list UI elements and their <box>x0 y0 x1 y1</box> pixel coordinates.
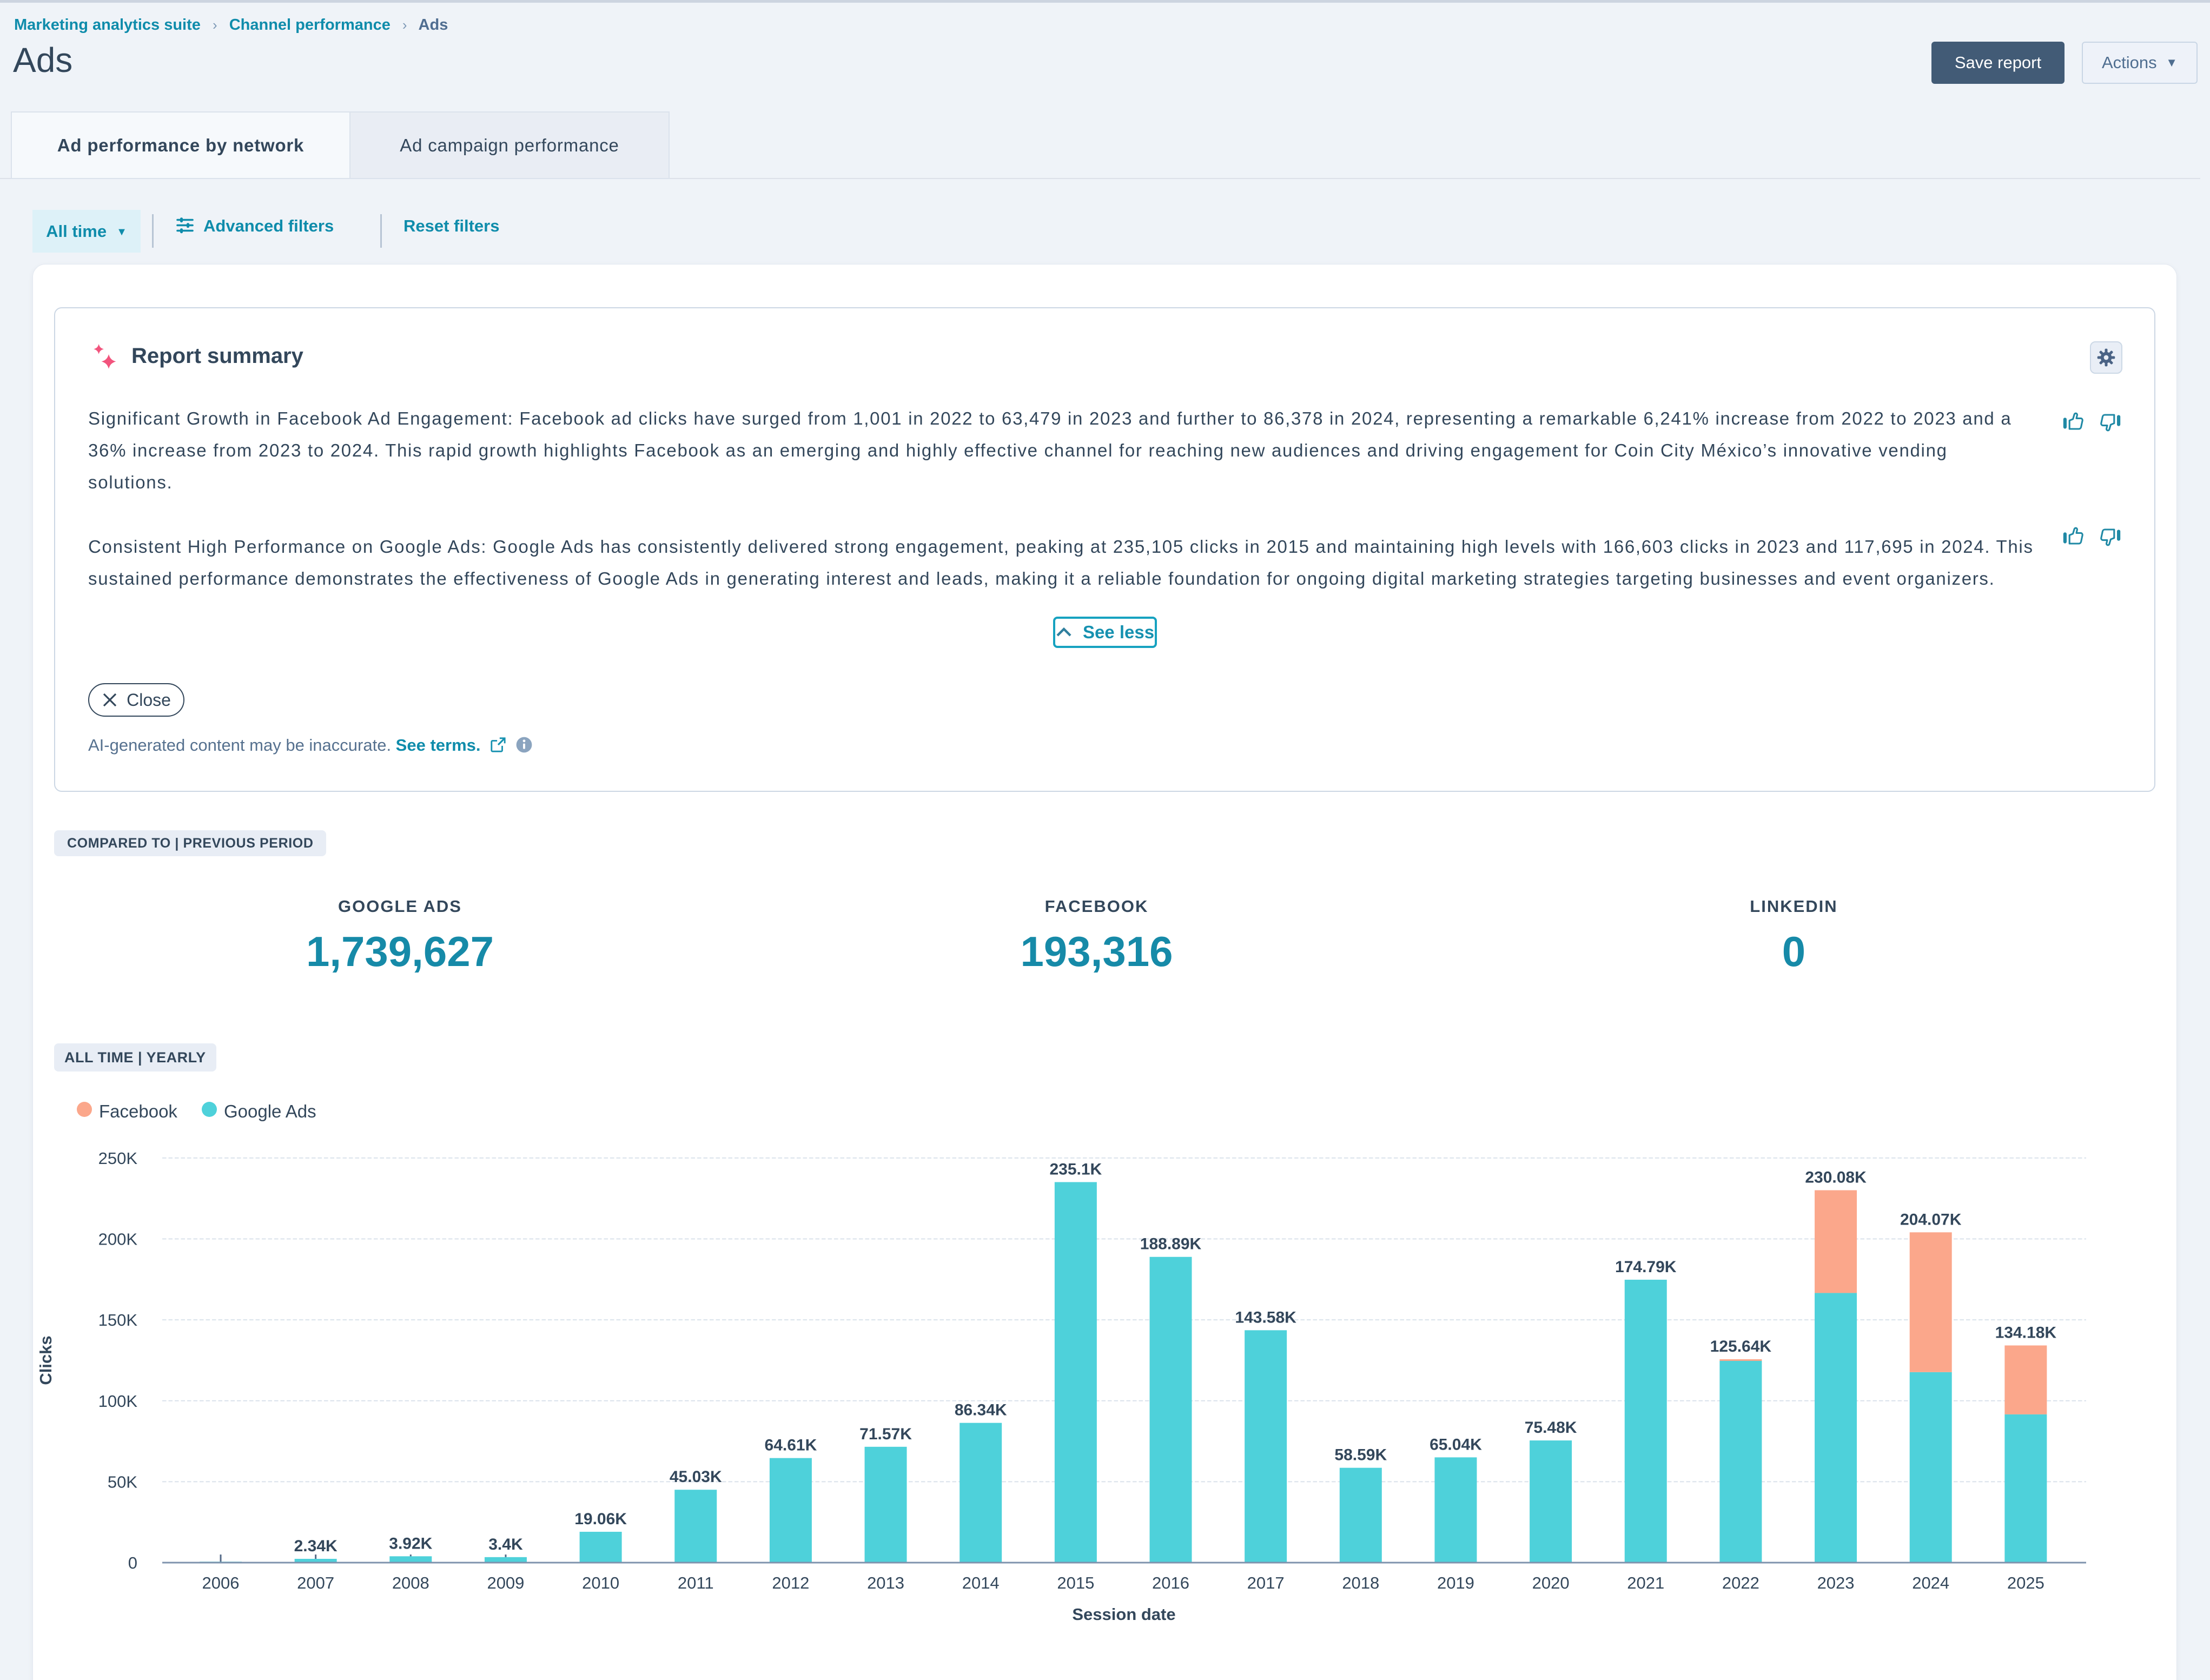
svg-text:2006: 2006 <box>202 1573 240 1592</box>
svg-text:3.92K: 3.92K <box>389 1535 432 1552</box>
svg-text:2016: 2016 <box>1152 1573 1189 1592</box>
svg-text:50K: 50K <box>108 1472 137 1491</box>
svg-text:2007: 2007 <box>297 1573 334 1592</box>
svg-text:2015: 2015 <box>1057 1573 1094 1592</box>
svg-text:200K: 200K <box>98 1230 138 1249</box>
svg-text:2021: 2021 <box>1627 1573 1664 1592</box>
svg-text:2014: 2014 <box>962 1573 1000 1592</box>
svg-text:174.79K: 174.79K <box>1615 1258 1677 1276</box>
svg-text:230.08K: 230.08K <box>1805 1168 1867 1186</box>
svg-text:2011: 2011 <box>678 1573 714 1592</box>
svg-text:2025: 2025 <box>2007 1573 2044 1592</box>
svg-text:2022: 2022 <box>1722 1573 1759 1592</box>
svg-text:2.34K: 2.34K <box>294 1537 338 1555</box>
svg-text:204.07K: 204.07K <box>1900 1211 1962 1228</box>
svg-text:65.04K: 65.04K <box>1430 1436 1482 1453</box>
svg-text:Session date: Session date <box>1072 1605 1175 1624</box>
svg-text:2019: 2019 <box>1437 1573 1474 1592</box>
svg-text:134.18K: 134.18K <box>1995 1324 2057 1341</box>
svg-text:100K: 100K <box>98 1392 138 1411</box>
svg-text:235.1K: 235.1K <box>1049 1160 1102 1178</box>
svg-text:3.4K: 3.4K <box>488 1536 523 1553</box>
svg-text:75.48K: 75.48K <box>1525 1419 1577 1437</box>
svg-text:2009: 2009 <box>487 1573 524 1592</box>
svg-text:86.34K: 86.34K <box>955 1401 1007 1419</box>
svg-text:2017: 2017 <box>1247 1573 1285 1592</box>
svg-text:2024: 2024 <box>1912 1573 1949 1592</box>
svg-text:250K: 250K <box>98 1149 138 1168</box>
svg-text:2020: 2020 <box>1532 1573 1570 1592</box>
svg-text:125.64K: 125.64K <box>1710 1338 1772 1355</box>
svg-text:58.59K: 58.59K <box>1334 1446 1387 1464</box>
svg-text:45.03K: 45.03K <box>670 1468 722 1486</box>
svg-text:Clicks: Clicks <box>36 1335 55 1385</box>
svg-text:2018: 2018 <box>1342 1573 1379 1592</box>
svg-text:2008: 2008 <box>392 1573 429 1592</box>
svg-text:2012: 2012 <box>772 1573 809 1592</box>
svg-text:71.57K: 71.57K <box>859 1425 912 1443</box>
svg-text:188.89K: 188.89K <box>1140 1235 1202 1253</box>
svg-text:2023: 2023 <box>1817 1573 1855 1592</box>
svg-text:2010: 2010 <box>582 1573 619 1592</box>
svg-text:19.06K: 19.06K <box>574 1510 627 1528</box>
svg-text:2013: 2013 <box>867 1573 904 1592</box>
svg-text:0: 0 <box>128 1553 137 1572</box>
svg-text:143.58K: 143.58K <box>1235 1308 1296 1326</box>
svg-text:150K: 150K <box>98 1311 138 1330</box>
svg-text:64.61K: 64.61K <box>765 1437 817 1454</box>
